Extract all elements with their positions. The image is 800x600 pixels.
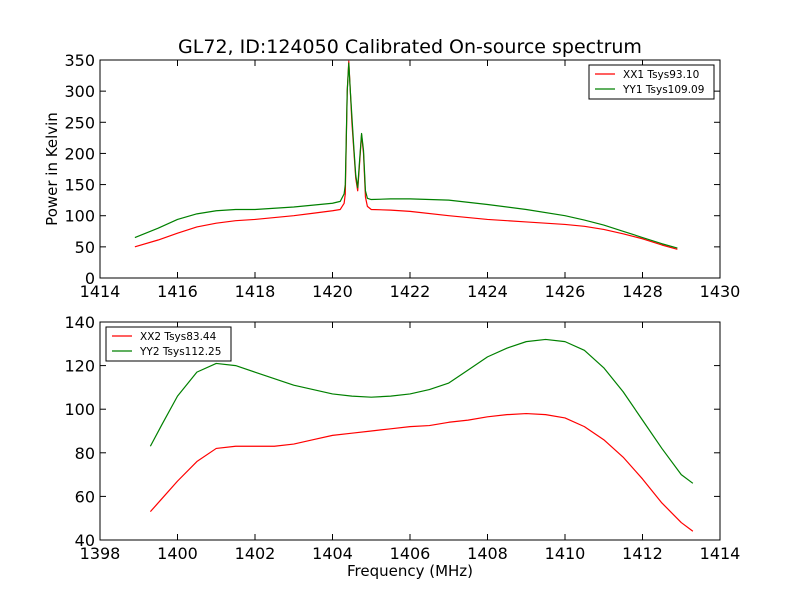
legend-label-xx1: XX1 Tsys93.10	[623, 69, 699, 81]
y-tick-label: 80	[75, 444, 95, 463]
x-tick-label: 1422	[390, 282, 431, 301]
x-tick-label: 1418	[235, 282, 276, 301]
y-tick-label: 300	[64, 82, 95, 101]
y-tick-label: 50	[75, 238, 95, 257]
bottom-legend: XX2 Tsys83.44 YY2 Tsys112.25	[105, 326, 232, 362]
y-tick-label: 250	[64, 113, 95, 132]
legend-label-xx2: XX2 Tsys83.44	[140, 331, 217, 343]
series-line-1-0	[149, 412, 694, 532]
top-plot-frame	[99, 59, 721, 279]
y-tick-label: 0	[85, 269, 95, 288]
x-tick-label: 1406	[390, 544, 431, 563]
top-legend-box	[588, 64, 715, 100]
x-tick-label: 1428	[622, 282, 663, 301]
bottom-x-axis-label: Frequency (MHz)	[347, 562, 473, 580]
y-tick-label: 350	[64, 51, 95, 70]
x-tick-label: 1408	[467, 544, 508, 563]
y-tick-label: 120	[64, 357, 95, 376]
x-tick-label: 1402	[235, 544, 276, 563]
y-tick-label: 200	[64, 144, 95, 163]
x-tick-label: 1400	[157, 544, 198, 563]
y-tick-label: 140	[64, 313, 95, 332]
y-tick-label: 60	[75, 487, 95, 506]
y-tick-label: 100	[64, 207, 95, 226]
bottom-panel: Frequency (MHz) 1398 1400 1402 1404 1406 1408…	[64, 313, 740, 580]
legend-label-yy1: YY1 Tsys109.09	[622, 84, 704, 96]
x-tick-label: 1412	[622, 544, 663, 563]
series-line-1-1	[149, 338, 694, 484]
x-tick-label: 1426	[545, 282, 586, 301]
y-tick-label: 40	[75, 531, 95, 550]
x-tick-label: 1424	[467, 282, 508, 301]
x-tick-label: 1430	[700, 282, 741, 301]
y-tick-label: 100	[64, 400, 95, 419]
bottom-series-group	[149, 338, 694, 532]
x-tick-label: 1404	[312, 544, 353, 563]
top-axis-ticks: 1414 1416 1418 1420 1422 1424 1426 1428 1430 0 50 1…	[64, 51, 740, 301]
series-line-0-1	[134, 62, 678, 249]
bottom-legend-box	[105, 326, 232, 362]
legend-label-yy2: YY2 Tsys112.25	[139, 346, 221, 358]
top-legend: XX1 Tsys93.10 YY1 Tsys109.09	[588, 64, 715, 100]
bottom-plot-frame	[99, 321, 721, 541]
top-series-group	[134, 60, 678, 250]
bottom-axis-ticks: 1398 1400 1402 1404 1406 1408 1410 1412 1414 40 60…	[64, 313, 740, 563]
x-tick-label: 1410	[545, 544, 586, 563]
top-y-axis-label: Power in Kelvin	[43, 112, 61, 226]
x-tick-label: 1420	[312, 282, 353, 301]
x-tick-label: 1398	[80, 544, 121, 563]
x-tick-label: 1414	[700, 544, 741, 563]
top-panel: GL72, ID:124050 Calibrated On-source spe…	[43, 36, 740, 301]
x-tick-label: 1414	[80, 282, 121, 301]
chart-title: GL72, ID:124050 Calibrated On-source spe…	[178, 36, 642, 58]
x-tick-label: 1416	[157, 282, 198, 301]
y-tick-label: 150	[64, 176, 95, 195]
